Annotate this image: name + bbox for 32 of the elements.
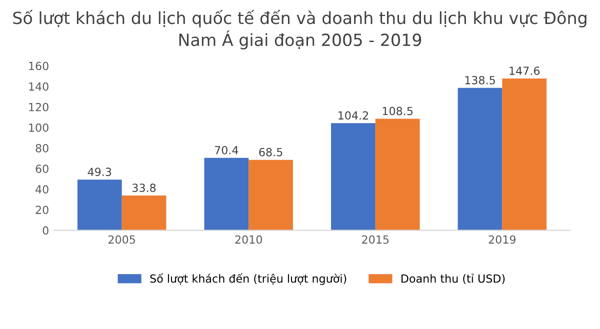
x-tick-label: 2005 [108,235,135,244]
y-tick-label: 20 [36,206,48,214]
data-label: 108.5 [382,106,413,116]
bar [77,180,122,230]
y-tick-label: 100 [29,123,48,132]
bar [458,88,502,230]
y-tick-label: 140 [29,82,48,91]
data-label: 138.5 [465,76,495,84]
x-tick-label: 2019 [488,235,516,244]
y-tick-label: 160 [29,62,48,70]
bar [375,118,420,230]
data-label: 49.3 [88,168,112,176]
data-label: 33.8 [132,184,156,192]
bar [331,123,376,230]
data-label: 104.2 [338,111,368,120]
bar [204,158,249,230]
x-tick-label: 2010 [235,235,262,244]
y-tick-label: 80 [36,144,48,152]
y-tick-label: 0 [42,226,48,235]
y-tick-label: 40 [36,185,48,194]
data-label: 68.5 [259,148,282,156]
bar [122,196,166,230]
data-label: 147.6 [510,66,540,76]
bar [502,78,547,230]
legend-label: Số lượt khách đến (triệu lượt người) [150,273,346,285]
y-tick-label: 120 [29,102,48,112]
y-tick-label: 60 [36,164,48,173]
chart-title: Số lượt khách du lịch quốc tế đến và doanh thu du lịch khu vực Đông Nam Á giai đoạn 2005 - 2019 [13,10,586,50]
bar [248,160,293,230]
data-label: 70.4 [214,146,238,154]
x-tick-label: 2015 [362,235,389,244]
legend-label: Doanh thu (tỉ USD) [402,274,505,284]
